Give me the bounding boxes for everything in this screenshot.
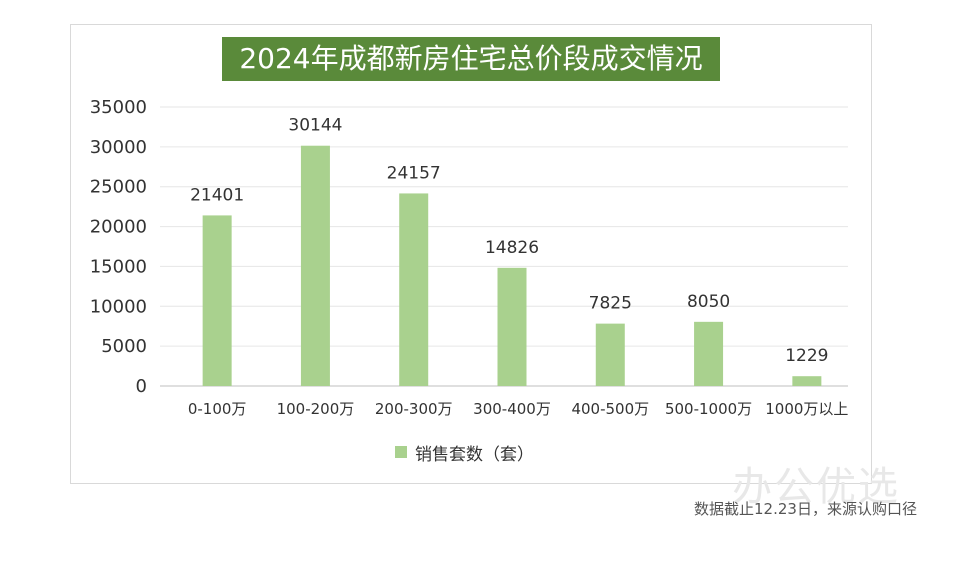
x-tick-label: 500-1000万: [665, 400, 752, 418]
bar: [595, 323, 625, 386]
data-label: 24157: [387, 163, 441, 183]
legend-swatch: [395, 446, 407, 458]
bar: [497, 267, 527, 386]
y-tick-label: 20000: [90, 217, 147, 238]
x-tick-label: 1000万以上: [765, 400, 848, 418]
bar: [694, 321, 724, 386]
bar: [399, 193, 429, 386]
x-tick-label: 300-400万: [473, 400, 551, 418]
y-tick-label: 10000: [90, 296, 147, 317]
y-tick-label: 30000: [90, 137, 147, 158]
data-label: 7825: [589, 294, 632, 314]
x-tick-label: 0-100万: [188, 400, 247, 418]
x-tick-label: 100-200万: [277, 400, 355, 418]
legend: 销售套数（套）: [395, 441, 534, 465]
y-tick-label: 0: [136, 376, 147, 397]
data-label: 14826: [485, 238, 539, 258]
source-note: 数据截止12.23日，来源认购口径: [694, 500, 917, 518]
watermark: 办公优选: [732, 464, 900, 510]
y-tick-label: 35000: [90, 97, 147, 118]
bar: [792, 376, 822, 386]
bar: [202, 215, 232, 386]
data-label: 21401: [190, 185, 244, 205]
data-label: 8050: [687, 292, 730, 312]
data-label: 1229: [785, 346, 828, 366]
data-label: 30144: [288, 116, 342, 136]
y-tick-label: 25000: [90, 177, 147, 198]
legend-label: 销售套数（套）: [415, 444, 534, 465]
y-tick-label: 15000: [90, 256, 147, 277]
chart-title: 2024年成都新房住宅总价段成交情况: [222, 37, 720, 81]
y-tick-label: 5000: [101, 336, 147, 357]
x-tick-label: 200-300万: [375, 400, 453, 418]
bar: [300, 145, 330, 386]
x-tick-label: 400-500万: [571, 400, 649, 418]
